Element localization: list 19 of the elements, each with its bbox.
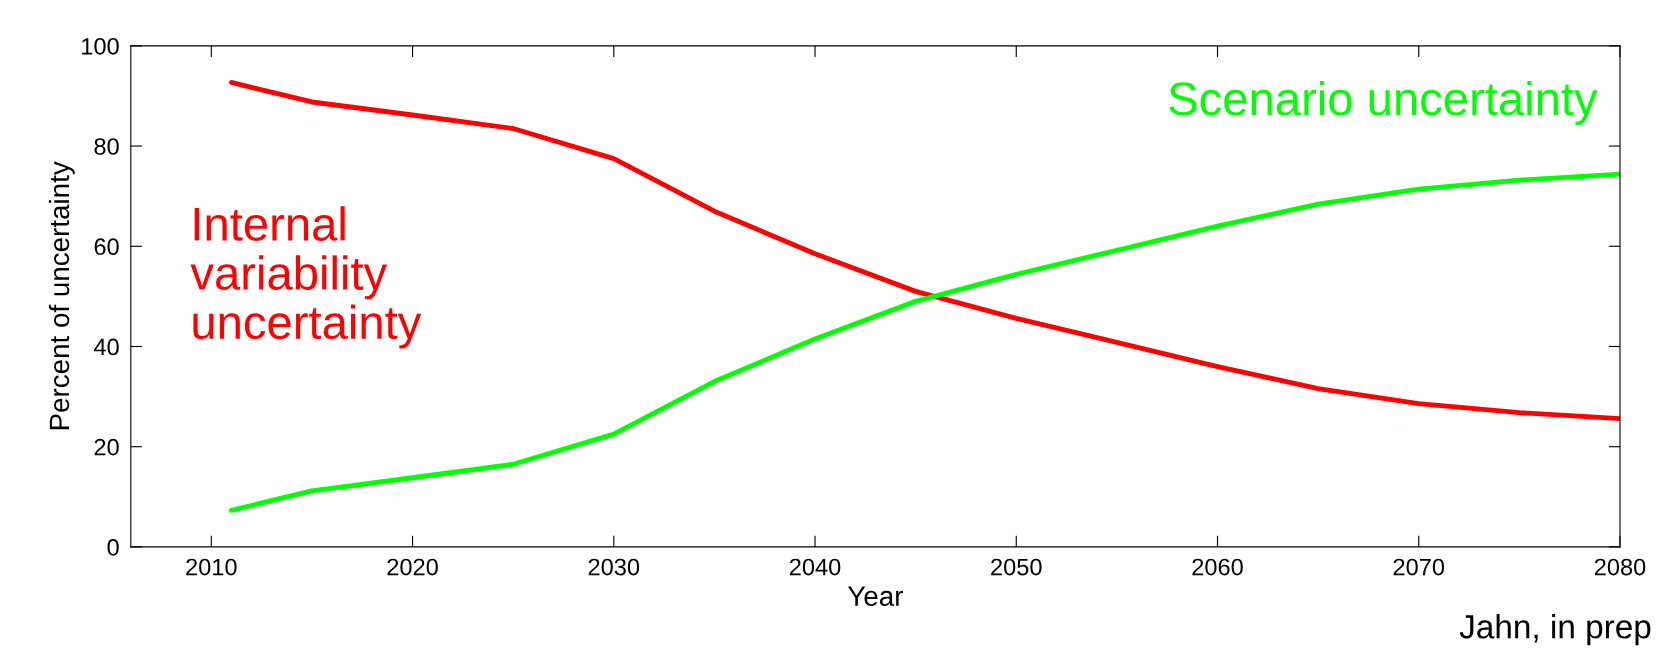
y-tick-label: 0: [107, 538, 119, 556]
text: Jahn, in prep: [1459, 614, 1651, 646]
x-tick-label: 2030: [588, 558, 640, 576]
y-tick-label: 40: [93, 338, 119, 356]
series-label: Scenario uncertainty: [1169, 80, 1598, 125]
y-tick-label: 80: [94, 138, 119, 155]
series-label: Internal variability uncertainty: [190, 206, 422, 349]
x-axis-title: Year: [847, 586, 903, 607]
x-tick-label: 2010: [186, 558, 237, 576]
x-tick-label: 2070: [1393, 558, 1445, 576]
x-tick-label: 2020: [387, 558, 438, 576]
x-tick-label: 2050: [991, 558, 1042, 576]
y-tick-label: 60: [94, 238, 119, 256]
y-tick-label: 100: [82, 37, 119, 55]
x-tick-label: 2080: [1594, 558, 1646, 576]
y-tick-label: 20: [94, 438, 119, 456]
x-tick-label: 2040: [789, 558, 841, 576]
x-tick-label: 2060: [1192, 558, 1243, 576]
y-axis-title: Percent of uncertainty: [48, 161, 75, 430]
